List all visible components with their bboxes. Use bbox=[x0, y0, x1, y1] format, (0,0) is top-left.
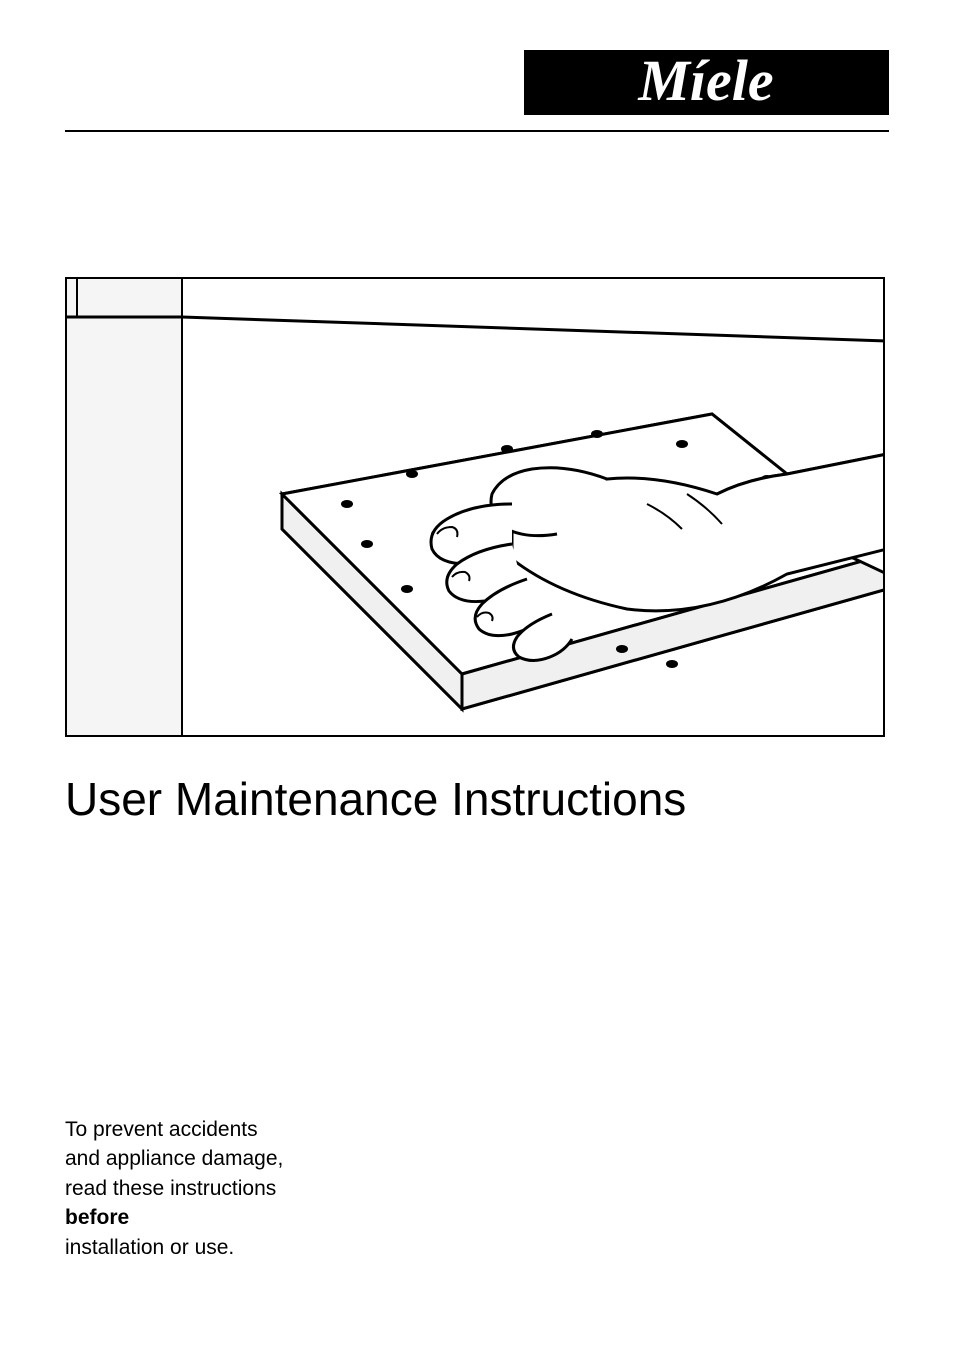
header-divider bbox=[65, 130, 889, 132]
svg-text:Míele: Míele bbox=[637, 50, 773, 113]
warning-line-1: To prevent accidents bbox=[65, 1115, 283, 1144]
brand-logo: Míele bbox=[524, 50, 889, 115]
warning-text: To prevent accidents and appliance damag… bbox=[65, 1115, 283, 1262]
page-container: Míele bbox=[0, 0, 954, 1352]
warning-line-3: read these instructions bbox=[65, 1174, 283, 1203]
cleaning-illustration bbox=[65, 277, 885, 737]
warning-line-5: installation or use. bbox=[65, 1233, 283, 1262]
warning-line-2: and appliance damage, bbox=[65, 1144, 283, 1173]
warning-line-4-bold: before bbox=[65, 1203, 283, 1232]
header: Míele bbox=[65, 50, 889, 115]
document-title: User Maintenance Instructions bbox=[65, 772, 889, 826]
